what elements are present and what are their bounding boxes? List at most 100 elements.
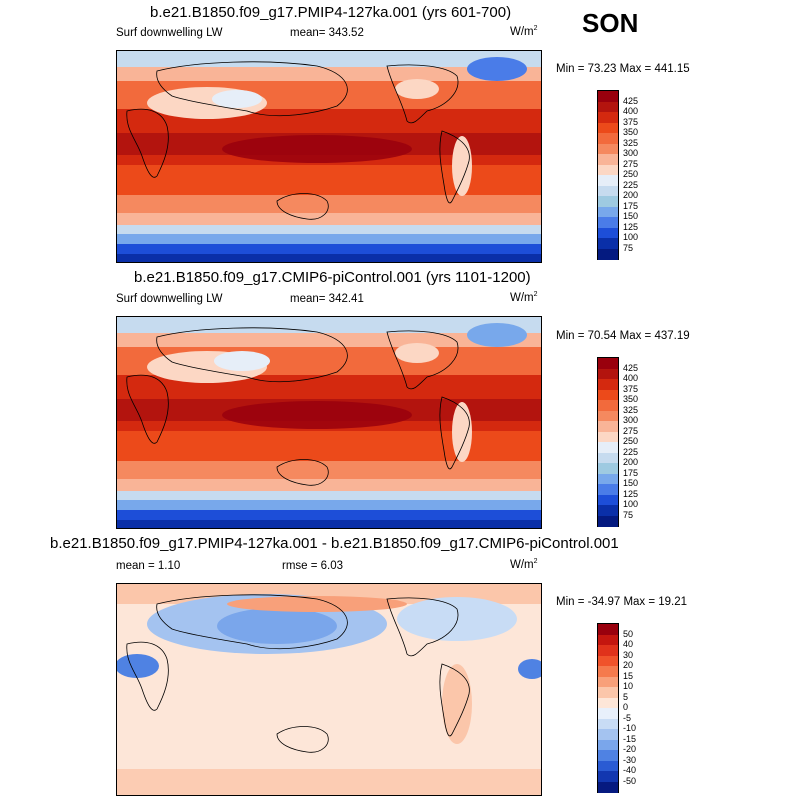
colorbar-label: 400 xyxy=(623,373,639,383)
colorbar-swatch xyxy=(598,112,618,123)
colorbar-swatch xyxy=(598,676,618,688)
colorbar-label: 40 xyxy=(623,639,634,649)
colorbar-label: 125 xyxy=(623,221,639,232)
panel-1-mean: mean= 343.52 xyxy=(290,27,364,39)
colorbar-label: -30 xyxy=(623,754,637,765)
colorbar-label: 375 xyxy=(623,383,639,394)
colorbar-swatch xyxy=(598,666,618,677)
colorbar-swatch xyxy=(598,154,618,165)
colorbar-swatch xyxy=(598,410,618,422)
colorbar-swatch xyxy=(598,624,618,635)
colorbar-label: -50 xyxy=(623,775,637,786)
colorbar-swatch xyxy=(598,164,618,176)
colorbar-label: 50 xyxy=(623,628,634,639)
panel-2-mean: mean= 342.41 xyxy=(290,293,364,305)
panel-2-map xyxy=(116,316,542,529)
colorbar-label: 250 xyxy=(623,436,639,446)
colorbar-swatch xyxy=(598,505,618,516)
colorbar-swatch xyxy=(598,781,618,793)
colorbar-swatch xyxy=(598,227,618,239)
colorbar-swatch xyxy=(598,655,618,667)
colorbar-swatch xyxy=(598,708,618,719)
colorbar-label: 375 xyxy=(623,116,639,127)
colorbar-label: 20 xyxy=(623,660,634,670)
colorbar-swatch xyxy=(598,185,618,197)
colorbar-swatch xyxy=(598,729,618,740)
panel-3-colorbar: 50 40 30 20 15 10 5 0 -5 -10 -15 -20 -30 -40 -50 xyxy=(597,623,636,793)
colorbar-swatch xyxy=(598,400,618,411)
colorbar-swatch xyxy=(598,122,618,134)
colorbar-label: 325 xyxy=(623,137,639,148)
colorbar-swatch xyxy=(598,431,618,443)
colorbar-label: 275 xyxy=(623,425,639,436)
colorbar-label: 275 xyxy=(623,158,639,169)
colorbar-swatch xyxy=(598,379,618,390)
panel-2-minmax: Min = 70.54 Max = 437.19 xyxy=(556,330,690,342)
colorbar-label: -5 xyxy=(623,712,632,723)
colorbar-swatch xyxy=(598,760,618,772)
colorbar-swatch xyxy=(598,101,618,113)
panel-3-map xyxy=(116,583,542,796)
colorbar-swatch xyxy=(598,750,618,761)
colorbar-label: 300 xyxy=(623,415,639,425)
colorbar-label: -15 xyxy=(623,733,637,744)
panel-1-colorbar: 425 400 375 350 325 300 275 250 225 200 175 150 125 1… xyxy=(597,90,638,260)
colorbar-swatch xyxy=(598,473,618,485)
panel-3-minmax: Min = -34.97 Max = 19.21 xyxy=(556,596,688,608)
panel-1-title: b.e21.B1850.f09_g17.PMIP4-127ka.001 (yrs… xyxy=(150,4,512,21)
colorbar-swatch xyxy=(598,452,618,464)
panel-1-units: W/m2 xyxy=(510,25,538,38)
colorbar-swatch xyxy=(598,217,618,228)
colorbar-label: -20 xyxy=(623,744,637,754)
colorbar-label: 350 xyxy=(623,394,639,404)
colorbar-label: 175 xyxy=(623,467,639,478)
colorbar-label: 15 xyxy=(623,670,634,681)
season-label: SON xyxy=(582,8,639,38)
panel-1-variable: Surf downwelling LW xyxy=(116,27,223,39)
colorbar-swatch xyxy=(598,718,618,730)
colorbar-label: 150 xyxy=(623,211,639,221)
panel-3-units: W/m2 xyxy=(510,558,538,571)
colorbar-label: 10 xyxy=(623,681,634,691)
colorbar-label: 225 xyxy=(623,179,639,190)
colorbar-swatch xyxy=(598,421,618,432)
colorbar-swatch xyxy=(598,687,618,698)
colorbar-label: 350 xyxy=(623,127,639,137)
colorbar-label: 425 xyxy=(623,95,639,106)
panel-3-title: b.e21.B1850.f09_g17.PMIP4-127ka.001 - b.… xyxy=(50,535,619,552)
colorbar-label: 250 xyxy=(623,169,639,179)
colorbar-label: 0 xyxy=(623,702,629,712)
colorbar-swatch xyxy=(598,645,618,656)
colorbar-label: -40 xyxy=(623,765,637,775)
panel-2-title: b.e21.B1850.f09_g17.CMIP6-piControl.001 … xyxy=(134,269,531,286)
colorbar-swatch xyxy=(598,634,618,646)
colorbar-label: 125 xyxy=(623,488,639,499)
colorbar-swatch xyxy=(598,358,618,369)
panel-2-colorbar: 425 400 375 350 325 300 275 250 225 200 175 150 125 1… xyxy=(597,357,638,527)
colorbar-label: 300 xyxy=(623,148,639,158)
colorbar-label: 30 xyxy=(623,649,634,660)
colorbar-label: 100 xyxy=(623,499,639,509)
colorbar-swatch xyxy=(598,442,618,453)
colorbar-swatch xyxy=(598,143,618,155)
colorbar-swatch xyxy=(598,196,618,207)
colorbar-label: 200 xyxy=(623,457,639,467)
colorbar-swatch xyxy=(598,515,618,527)
colorbar-swatch xyxy=(598,133,618,144)
colorbar-swatch xyxy=(598,206,618,218)
colorbar-swatch xyxy=(598,697,618,709)
colorbar-label: 425 xyxy=(623,362,639,373)
colorbar-swatch xyxy=(598,91,618,102)
colorbar-label: 225 xyxy=(623,446,639,457)
colorbar-label: 325 xyxy=(623,404,639,415)
colorbar-label: 75 xyxy=(623,242,634,253)
panel-1-minmax: Min = 73.23 Max = 441.15 xyxy=(556,63,690,75)
colorbar-label: 75 xyxy=(623,509,634,520)
colorbar-swatch xyxy=(598,463,618,474)
colorbar-label: 400 xyxy=(623,106,639,116)
colorbar-swatch xyxy=(598,368,618,380)
colorbar-label: 5 xyxy=(623,691,629,702)
colorbar-swatch xyxy=(598,248,618,260)
colorbar-swatch xyxy=(598,771,618,782)
panel-2-variable: Surf downwelling LW xyxy=(116,293,223,305)
